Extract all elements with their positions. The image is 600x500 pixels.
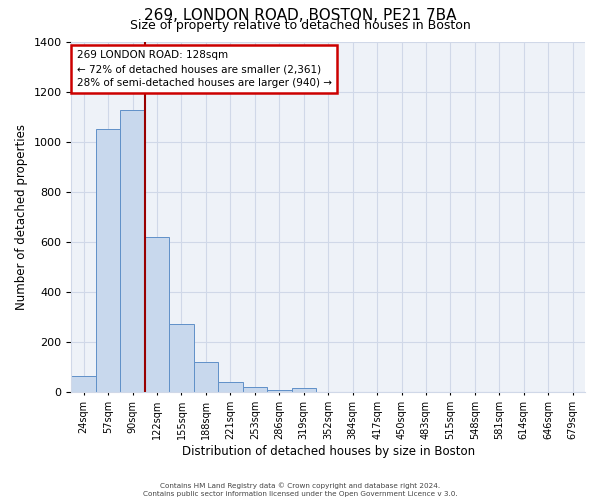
Y-axis label: Number of detached properties: Number of detached properties <box>15 124 28 310</box>
Bar <box>292 388 316 392</box>
Text: Contains public sector information licensed under the Open Government Licence v : Contains public sector information licen… <box>143 491 457 497</box>
Bar <box>96 129 121 392</box>
Bar <box>121 110 145 392</box>
Text: 269, LONDON ROAD, BOSTON, PE21 7BA: 269, LONDON ROAD, BOSTON, PE21 7BA <box>144 8 456 22</box>
Bar <box>218 382 242 392</box>
Bar <box>194 362 218 392</box>
Text: 269 LONDON ROAD: 128sqm
← 72% of detached houses are smaller (2,361)
28% of semi: 269 LONDON ROAD: 128sqm ← 72% of detache… <box>77 50 332 88</box>
Text: Size of property relative to detached houses in Boston: Size of property relative to detached ho… <box>130 19 470 32</box>
Bar <box>267 390 292 392</box>
Bar <box>242 388 267 392</box>
Bar <box>169 324 194 392</box>
Text: Contains HM Land Registry data © Crown copyright and database right 2024.: Contains HM Land Registry data © Crown c… <box>160 482 440 489</box>
Bar <box>145 236 169 392</box>
Bar <box>71 376 96 392</box>
X-axis label: Distribution of detached houses by size in Boston: Distribution of detached houses by size … <box>182 444 475 458</box>
